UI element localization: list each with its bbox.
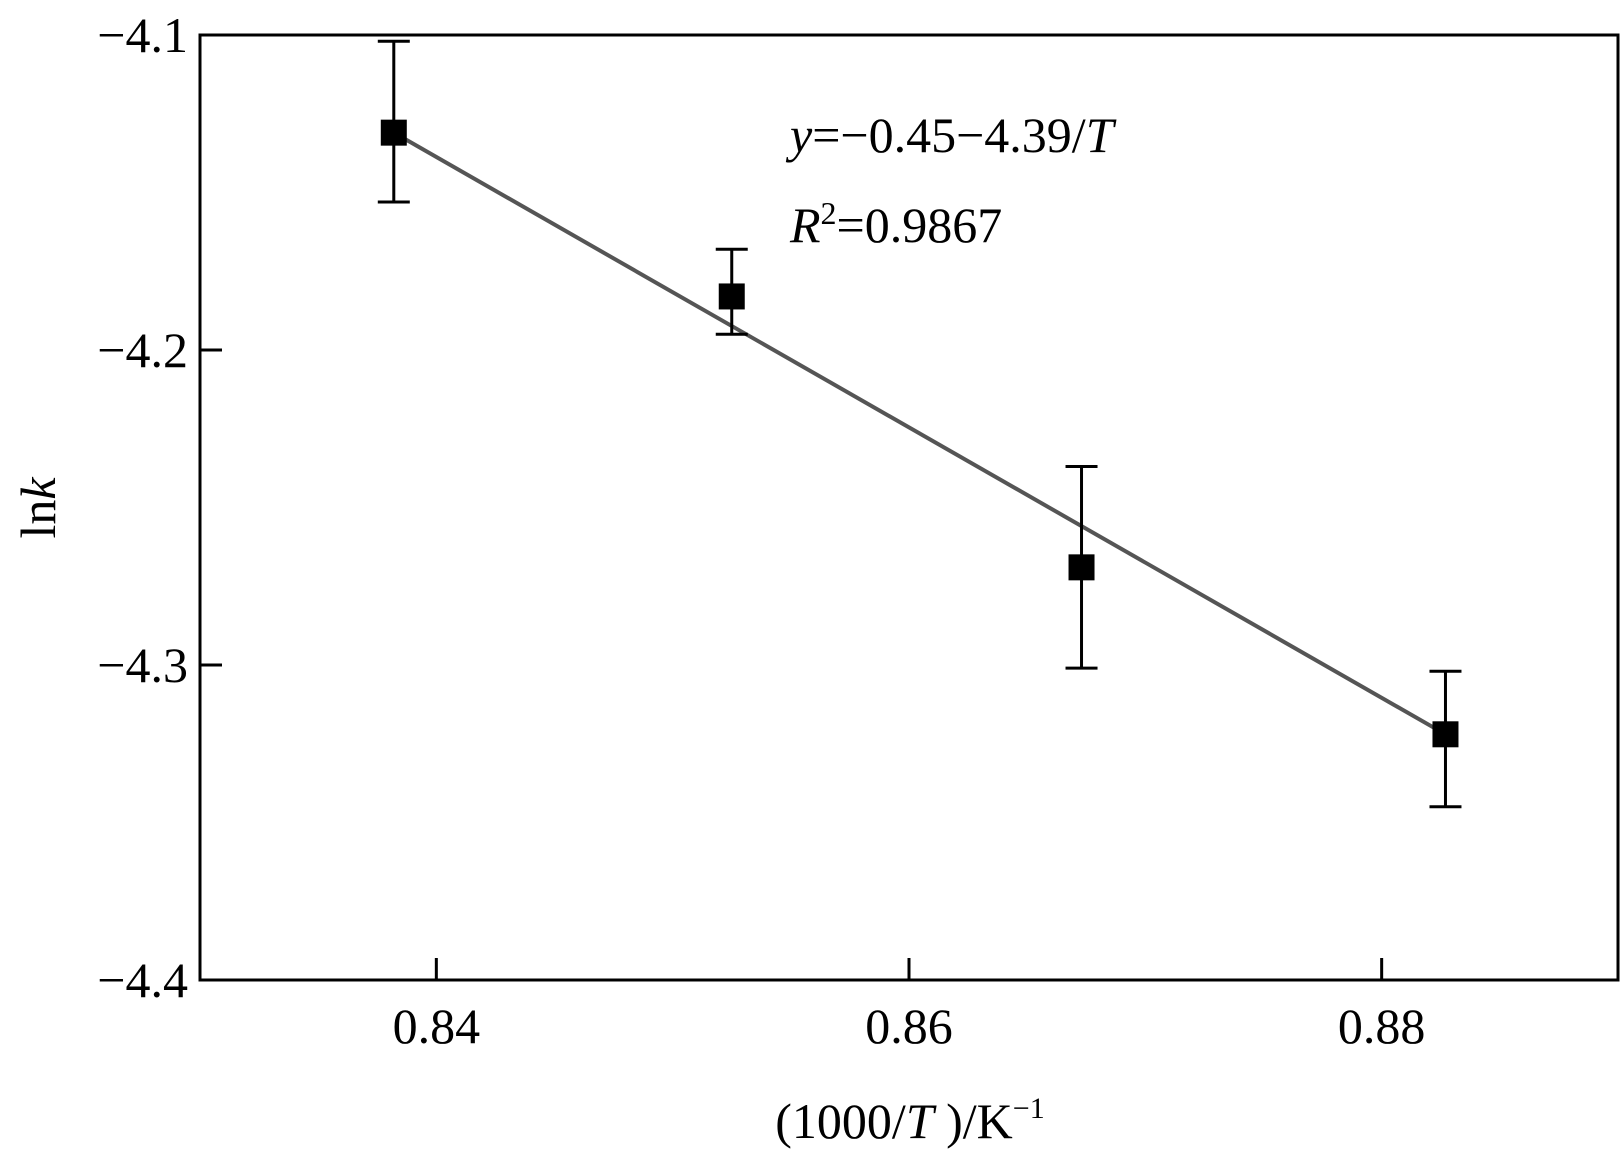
equation-var-t: T [1086, 107, 1117, 163]
fit-line [392, 130, 1447, 737]
x-tick-label: 0.88 [1338, 998, 1426, 1054]
y-axis-ticks: −4.1 −4.2 −4.3 −4.4 [97, 7, 222, 1008]
x-axis-title-suffix: )/K [934, 1093, 1013, 1149]
y-tick-label: −4.2 [97, 322, 188, 378]
x-axis-title: (1000/T )/K−1 [775, 1092, 1044, 1149]
data-point-marker [1068, 554, 1095, 581]
y-tick-label: −4.4 [97, 952, 188, 1008]
data-point-marker [718, 283, 745, 310]
y-axis-title-var: k [10, 477, 66, 500]
plot-frame [198, 33, 1620, 982]
y-axis-title-prefix: ln [10, 500, 66, 539]
x-axis-title-var: T [906, 1093, 937, 1149]
x-axis-ticks: 0.84 0.86 0.88 [393, 958, 1426, 1054]
fit-equation: y=−0.45−4.39/T [785, 107, 1117, 163]
r-squared: R2=0.9867 [789, 195, 1002, 253]
equation-body: =−0.45−4.39/ [812, 107, 1086, 163]
y-tick-label: −4.3 [97, 637, 188, 693]
r-squared-sup: 2 [821, 195, 837, 231]
data-points [377, 39, 1462, 809]
r-squared-value: =0.9867 [837, 197, 1003, 253]
data-point-marker [380, 119, 407, 146]
equation-var-y: y [785, 107, 813, 163]
y-tick-label: −4.1 [97, 7, 188, 63]
y-axis-title: lnk [10, 477, 66, 539]
x-tick-label: 0.86 [865, 998, 953, 1054]
x-axis-title-sup: −1 [1013, 1092, 1045, 1125]
fit-line-group [392, 130, 1447, 737]
x-axis-title-prefix: (1000/ [775, 1093, 906, 1149]
x-tick-label: 0.84 [393, 998, 481, 1054]
r-squared-var: R [789, 197, 821, 253]
data-point-marker [1432, 721, 1459, 748]
